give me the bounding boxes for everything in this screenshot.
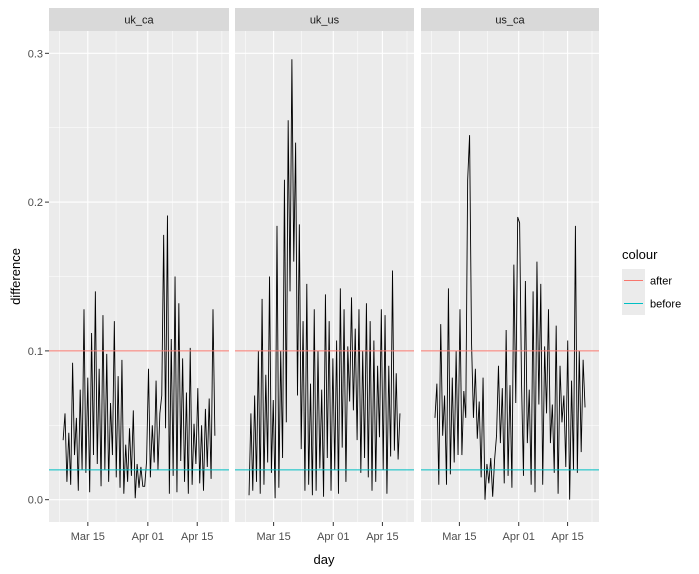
x-tick-label: Apr 01 (317, 531, 349, 543)
facet-label-us_ca: us_ca (495, 15, 525, 27)
legend-label-after: after (650, 276, 672, 288)
x-axis-title: day (314, 552, 335, 567)
x-tick-label: Apr 01 (132, 531, 164, 543)
legend-label-before: before (650, 299, 681, 311)
x-tick-label: Apr 15 (366, 531, 398, 543)
y-axis-title: difference (8, 248, 23, 305)
y-tick-label: 0.2 (28, 197, 43, 209)
legend-title: colour (622, 247, 658, 262)
series-line-us_ca (434, 135, 586, 500)
series-line-uk_ca (62, 215, 216, 499)
facet-strip-uk_us (235, 8, 414, 31)
x-tick-label: Mar 15 (71, 531, 105, 543)
series-line-uk_us (248, 59, 401, 499)
facet-strip-uk_ca (49, 8, 229, 31)
x-tick-label: Apr 15 (551, 531, 583, 543)
facet-label-uk_ca: uk_ca (124, 15, 154, 27)
x-tick-label: Apr 15 (181, 531, 213, 543)
facet-label-uk_us: uk_us (310, 15, 340, 27)
y-tick-label: 0.1 (28, 346, 43, 358)
x-tick-label: Mar 15 (256, 531, 290, 543)
x-tick-label: Apr 01 (503, 531, 535, 543)
x-tick-label: Mar 15 (442, 531, 476, 543)
facet-strip-us_ca (421, 8, 599, 31)
y-tick-label: 0.0 (28, 495, 43, 507)
y-tick-label: 0.3 (28, 48, 43, 60)
